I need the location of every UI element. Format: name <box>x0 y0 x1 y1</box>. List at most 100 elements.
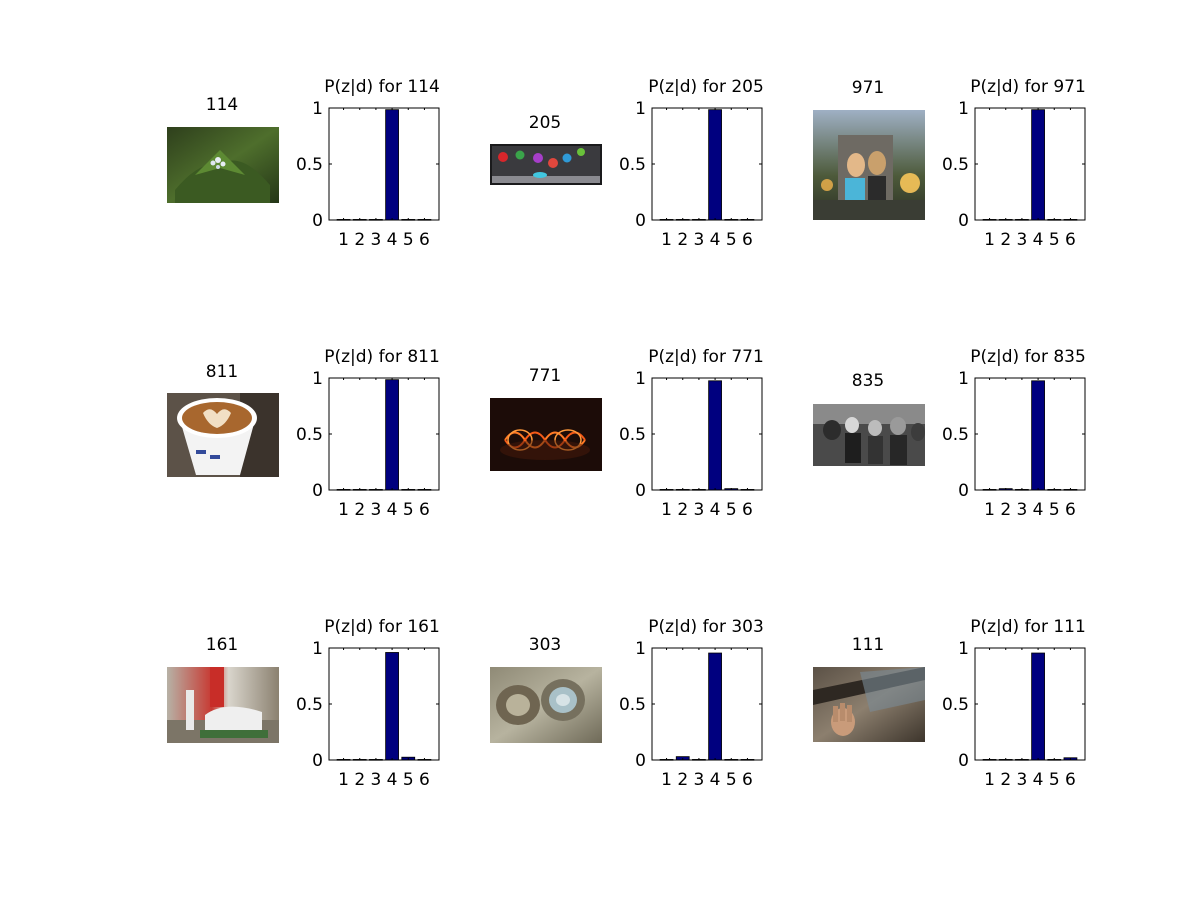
x-tick-label-3: 3 <box>693 500 704 520</box>
x-tick-label-1: 1 <box>661 500 672 520</box>
x-tick-label-6: 6 <box>742 500 753 520</box>
x-tick-label-3: 3 <box>1016 770 1027 790</box>
plant-flower-photo <box>167 127 279 203</box>
chart-title: P(z|d) for 811 <box>324 347 440 367</box>
x-tick-label-5: 5 <box>1049 230 1060 250</box>
x-tick-label-4: 4 <box>710 230 721 250</box>
x-tick-label-5: 5 <box>726 500 737 520</box>
x-tick-label-2: 2 <box>354 230 365 250</box>
plot-area <box>975 378 1085 490</box>
y-tick-label-0.5: 0.5 <box>296 155 323 175</box>
y-tick-label-0.5: 0.5 <box>942 425 969 445</box>
x-tick-label-3: 3 <box>370 230 381 250</box>
x-tick-label-2: 2 <box>677 230 688 250</box>
y-tick-label-0: 0 <box>635 211 646 231</box>
x-tick-label-1: 1 <box>661 770 672 790</box>
y-tick-label-1: 1 <box>312 639 323 659</box>
bar-chart: 1 2 3 4 5 600.51 <box>296 99 440 250</box>
x-tick-label-1: 1 <box>338 770 349 790</box>
x-tick-label-2: 2 <box>354 770 365 790</box>
panel-2: 205 P(z|d) for 205 1 2 3 4 5 600.51 <box>490 77 764 250</box>
stone-texture-photo <box>490 667 602 743</box>
chart-title: P(z|d) for 111 <box>970 617 1086 637</box>
colored-balls-photo <box>490 144 602 185</box>
panel-1: 114 P(z|d) for 114 1 2 3 4 5 600.51 <box>167 77 440 250</box>
bar-4 <box>708 109 722 221</box>
x-tick-label-5: 5 <box>403 500 414 520</box>
x-tick-label-1: 1 <box>338 230 349 250</box>
image-label: 161 <box>206 635 238 655</box>
bar-chart: 1 2 3 4 5 600.51 <box>942 369 1086 520</box>
x-tick-label-4: 4 <box>710 500 721 520</box>
x-tick-label-2: 2 <box>1000 500 1011 520</box>
panel-8: 303 P(z|d) for 303 1 2 3 4 5 600.51 <box>490 617 764 790</box>
axes-box <box>974 377 1086 491</box>
hand-window-photo <box>813 667 925 742</box>
image-label: 971 <box>852 78 884 98</box>
plot-area <box>652 648 762 760</box>
image-label: 835 <box>852 371 884 391</box>
panel-7: 161 P(z|d) for 161 1 2 3 4 5 600.51 <box>167 617 440 790</box>
y-tick-label-0.5: 0.5 <box>619 155 646 175</box>
x-tick-label-3: 3 <box>370 500 381 520</box>
y-tick-label-0.5: 0.5 <box>942 155 969 175</box>
y-tick-label-0: 0 <box>958 751 969 771</box>
chart-title: P(z|d) for 835 <box>970 347 1086 367</box>
y-tick-label-0: 0 <box>635 751 646 771</box>
image-label: 205 <box>529 113 561 133</box>
axes-box <box>974 107 1086 221</box>
y-tick-label-0.5: 0.5 <box>619 425 646 445</box>
x-tick-label-2: 2 <box>1000 770 1011 790</box>
x-tick-label-6: 6 <box>742 230 753 250</box>
y-tick-label-1: 1 <box>635 99 646 119</box>
x-tick-label-4: 4 <box>1033 230 1044 250</box>
x-tick-label-1: 1 <box>984 230 995 250</box>
x-tick-label-3: 3 <box>693 770 704 790</box>
x-tick-label-3: 3 <box>370 770 381 790</box>
x-tick-label-5: 5 <box>1049 770 1060 790</box>
x-tick-label-5: 5 <box>403 230 414 250</box>
plot-area <box>329 378 439 490</box>
panel-9: 111 P(z|d) for 111 1 2 3 4 5 600.51 <box>813 617 1086 790</box>
y-tick-label-1: 1 <box>635 639 646 659</box>
x-tick-label-2: 2 <box>354 500 365 520</box>
plot-area <box>652 108 762 220</box>
axes-box <box>328 377 440 491</box>
x-tick-label-1: 1 <box>984 770 995 790</box>
x-tick-label-3: 3 <box>1016 230 1027 250</box>
chart-title: P(z|d) for 771 <box>648 347 764 367</box>
image-label: 811 <box>206 362 238 382</box>
x-tick-label-6: 6 <box>419 770 430 790</box>
y-tick-label-0: 0 <box>312 751 323 771</box>
x-tick-label-4: 4 <box>387 500 398 520</box>
x-tick-label-6: 6 <box>419 230 430 250</box>
plot-area <box>975 648 1085 760</box>
y-tick-label-1: 1 <box>958 369 969 389</box>
bar-4 <box>708 652 722 761</box>
y-tick-label-1: 1 <box>312 369 323 389</box>
plot-area <box>329 108 439 220</box>
y-tick-label-1: 1 <box>958 639 969 659</box>
y-tick-label-0: 0 <box>958 481 969 501</box>
bar-chart: 1 2 3 4 5 600.51 <box>296 369 440 520</box>
y-tick-label-0.5: 0.5 <box>942 695 969 715</box>
axes-box <box>651 107 763 221</box>
y-tick-label-0.5: 0.5 <box>619 695 646 715</box>
x-tick-label-4: 4 <box>387 770 398 790</box>
x-tick-label-2: 2 <box>1000 230 1011 250</box>
x-tick-label-3: 3 <box>693 230 704 250</box>
chart-title: P(z|d) for 205 <box>648 77 764 97</box>
plot-area <box>975 108 1085 220</box>
axes-box <box>328 107 440 221</box>
panel-6: 835 P(z|d) for 835 1 2 3 4 5 600.51 <box>813 347 1086 520</box>
panel-4: 811 P(z|d) for 811 1 2 3 4 5 600.51 <box>167 347 440 520</box>
y-tick-label-0: 0 <box>958 211 969 231</box>
panel-3: 971 P(z|d) for 971 1 2 3 4 5 600.51 <box>813 77 1086 250</box>
bar-4 <box>385 109 399 221</box>
chart-title: P(z|d) for 971 <box>970 77 1086 97</box>
chart-title: P(z|d) for 114 <box>324 77 440 97</box>
bar-4 <box>1031 380 1045 491</box>
x-tick-label-5: 5 <box>726 230 737 250</box>
plot-area <box>329 648 439 760</box>
